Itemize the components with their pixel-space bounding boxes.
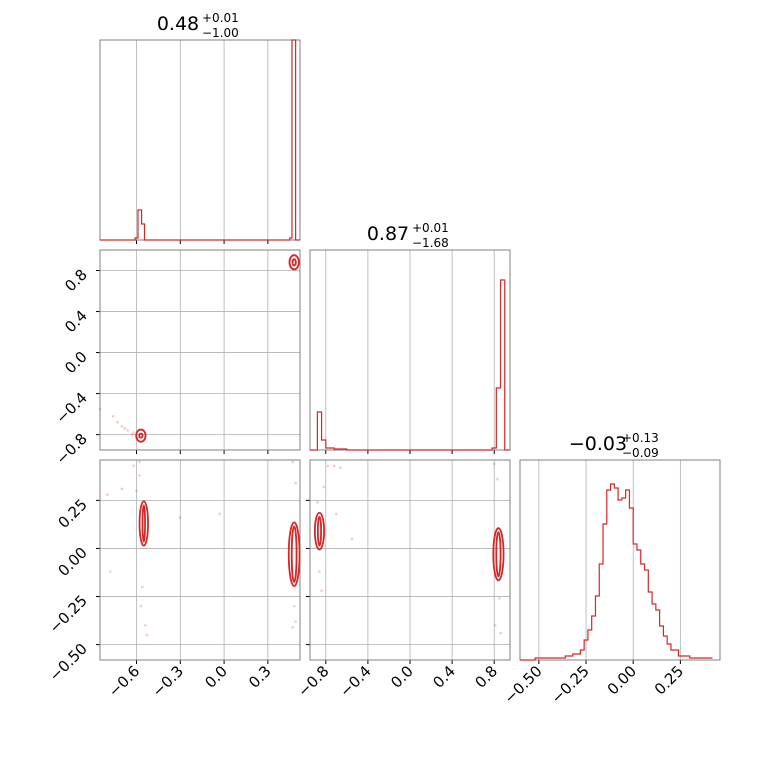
p31-sample-point	[120, 487, 124, 491]
p21-sample-point	[120, 425, 124, 428]
p1-hist-title-value: 0.48	[157, 13, 199, 35]
p21-ytick-label: 0.4	[61, 307, 91, 337]
p21-sample-point	[132, 431, 135, 434]
p31-sample-point	[105, 493, 109, 496]
p31-xtick-label: −0.3	[149, 662, 187, 700]
p32-sample-point	[326, 464, 330, 468]
p31-sample-point	[145, 633, 149, 637]
p3-hist-xtick-label: 0.00	[604, 662, 640, 698]
p31-sample-point	[135, 489, 138, 493]
p31-xtick-label: −0.6	[105, 662, 143, 700]
p32-xtick-label: 0.4	[429, 662, 459, 692]
p21-contour-inner	[291, 258, 297, 267]
p32-sample-point	[496, 477, 499, 481]
p2-hist-title-minus: −1.68	[412, 236, 449, 250]
p32-xtick-label: −0.8	[294, 662, 332, 700]
p31-contour-inner	[141, 504, 146, 543]
p21-contour-outer	[135, 428, 147, 443]
p32-sample-point	[492, 462, 496, 466]
p32-sample-point	[493, 624, 497, 627]
p21-ytick-label: −0.4	[52, 389, 90, 427]
p1-hist-title-minus: −1.00	[202, 26, 239, 40]
p31-sample-point	[178, 516, 182, 519]
p21-sample-point	[98, 407, 102, 411]
p21-ytick-label: 0.0	[61, 348, 91, 378]
p31-ytick-label: 0.00	[54, 544, 90, 580]
p21-contour-outer	[288, 254, 300, 271]
p31-xtick-label: 0.3	[245, 662, 275, 692]
p32-sample-point	[322, 485, 325, 489]
p31-contour-outer	[138, 500, 149, 547]
p2-hist-title-plus: +0.01	[412, 221, 449, 235]
p31-ytick-label: −0.25	[46, 592, 91, 637]
p3-hist-xtick-label: 0.25	[651, 662, 687, 698]
p31-ytick-label: −0.50	[46, 640, 91, 685]
p32-xtick-label: 0.0	[387, 662, 417, 692]
p3-hist-title-plus: +0.13	[622, 431, 659, 445]
p1-hist-histogram-step	[100, 39, 300, 241]
p21-ytick-label: 0.8	[61, 266, 91, 296]
p31-sample-point	[294, 481, 297, 485]
p3-hist-title-minus: −0.09	[622, 446, 659, 460]
p21-contour-inner	[138, 432, 144, 439]
p31-ytick-label: 0.25	[54, 495, 90, 531]
p3-hist-histogram-step	[520, 483, 713, 661]
p31-sample-point	[291, 626, 295, 629]
p21-sample-point	[130, 433, 134, 436]
p3-hist-frame	[519, 459, 721, 661]
p1-hist-title: 0.48 +0.01−1.00	[157, 11, 239, 40]
p31-xtick-label: 0.0	[201, 662, 231, 692]
p31-sample-point	[294, 620, 297, 623]
p21-sample-point	[123, 427, 127, 430]
p32-sample-point	[320, 589, 323, 593]
p21-ytick-label: −0.8	[52, 430, 90, 468]
p32-sample-point	[350, 537, 354, 541]
p32-sample-point	[318, 570, 321, 573]
p32-contour-inner	[316, 515, 322, 547]
p32-xtick-label: 0.8	[471, 662, 501, 692]
p21-frame	[99, 249, 301, 451]
p32-frame	[309, 459, 511, 661]
p1-hist-title-plus: +0.01	[202, 11, 239, 25]
p3-hist-title: −0.03+0.13−0.09	[569, 431, 659, 460]
p31-contour-inner	[290, 525, 298, 583]
p3-hist-xtick-label: −0.50	[500, 662, 545, 707]
p32-contour-inner	[495, 531, 502, 578]
p21-sample-point	[116, 421, 119, 424]
p31-sample-point	[291, 460, 295, 464]
p31-sample-point	[141, 585, 144, 589]
p32-contour-outer	[492, 527, 505, 582]
p31-frame	[99, 459, 301, 661]
p31-sample-point	[139, 604, 143, 608]
p31-sample-point	[132, 464, 135, 468]
p31-contour-outer	[287, 521, 301, 587]
p32-sample-point	[335, 512, 338, 516]
p32-contour-outer	[313, 511, 325, 551]
p31-sample-point	[218, 512, 222, 516]
p32-sample-point	[339, 466, 342, 469]
p32-xtick-label: −0.4	[336, 662, 374, 700]
p32-sample-point	[332, 464, 336, 468]
p21-sample-point	[111, 414, 115, 418]
p31-sample-point	[138, 460, 141, 464]
p1-hist-frame	[99, 39, 301, 241]
p31-sample-point	[108, 570, 112, 573]
p31-sample-point	[138, 474, 141, 477]
p32-sample-point	[498, 597, 501, 600]
p2-hist-title-value: 0.87	[367, 223, 409, 245]
p31-sample-point	[143, 624, 147, 627]
p32-sample-point	[499, 631, 502, 635]
p3-hist-xtick-label: −0.25	[548, 662, 593, 707]
p3-hist-title-value: −0.03	[569, 433, 627, 455]
p2-hist-histogram-step	[310, 279, 510, 451]
p2-hist-title: 0.87 +0.01−1.68	[367, 221, 449, 250]
p31-sample-point	[292, 604, 296, 608]
p32-sample-point	[316, 501, 319, 504]
p21-sample-point	[126, 429, 130, 432]
